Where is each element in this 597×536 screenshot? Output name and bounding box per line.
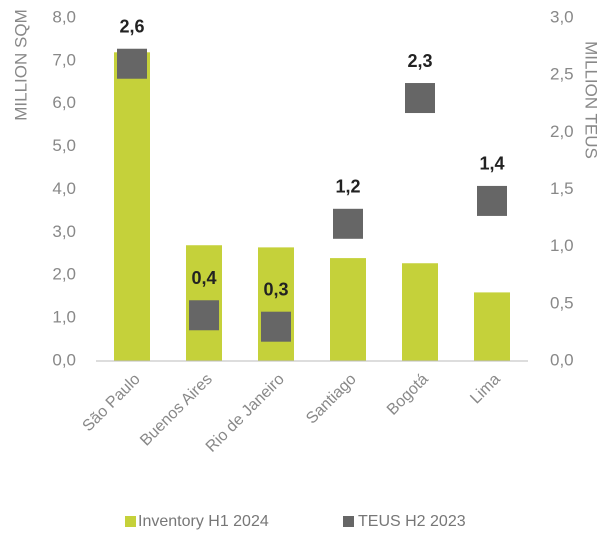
square-marker	[333, 208, 363, 239]
x-tick-label: Rio de Janeiro	[203, 371, 288, 456]
y2-tick-label: 1,0	[550, 236, 574, 255]
bar	[474, 292, 510, 361]
bar	[258, 247, 294, 361]
legend-swatch	[343, 516, 354, 527]
x-tick-label: Santiago	[303, 371, 360, 428]
y2-tick-label: 0,5	[550, 293, 574, 312]
data-label: 1,2	[335, 177, 360, 197]
y2-tick-label: 3,0	[550, 7, 574, 26]
y-tick-label: 0,0	[52, 350, 76, 369]
data-label: 1,4	[479, 154, 504, 174]
data-label: 0,3	[263, 279, 288, 299]
y2-tick-label: 1,5	[550, 179, 574, 198]
y2-tick-label: 0,0	[550, 350, 574, 369]
y-tick-label: 8,0	[52, 7, 76, 26]
square-marker	[477, 185, 507, 216]
bar	[330, 258, 366, 361]
legend-label: Inventory H1 2024	[138, 513, 269, 530]
y-tick-label: 5,0	[52, 136, 76, 155]
square-marker	[189, 300, 219, 331]
legend-swatch	[125, 516, 136, 527]
y-tick-label: 7,0	[52, 50, 76, 69]
y-tick-label: 2,0	[52, 265, 76, 284]
y2-axis-title: MILLION TEUS	[582, 41, 597, 159]
x-tick-label: Bogotá	[384, 371, 432, 419]
y-tick-label: 6,0	[52, 93, 76, 112]
square-marker	[405, 83, 435, 114]
data-label: 0,4	[191, 268, 216, 288]
bar	[402, 263, 438, 361]
y-axis-title: MILLION SQM	[11, 9, 30, 120]
y-tick-label: 1,0	[52, 308, 76, 327]
x-tick-label: Buenos Aires	[137, 371, 216, 450]
square-marker	[117, 48, 147, 79]
bar	[114, 52, 150, 362]
data-label: 2,3	[407, 51, 432, 71]
y2-tick-label: 2,0	[550, 122, 574, 141]
x-tick-label: Lima	[467, 371, 504, 408]
y-tick-label: 3,0	[52, 222, 76, 241]
square-marker	[261, 311, 291, 342]
y2-tick-label: 2,5	[550, 65, 574, 84]
x-tick-label: São Paulo	[80, 371, 144, 435]
legend-label: TEUS H2 2023	[358, 513, 466, 530]
y-tick-label: 4,0	[52, 179, 76, 198]
data-label: 2,6	[119, 16, 144, 36]
